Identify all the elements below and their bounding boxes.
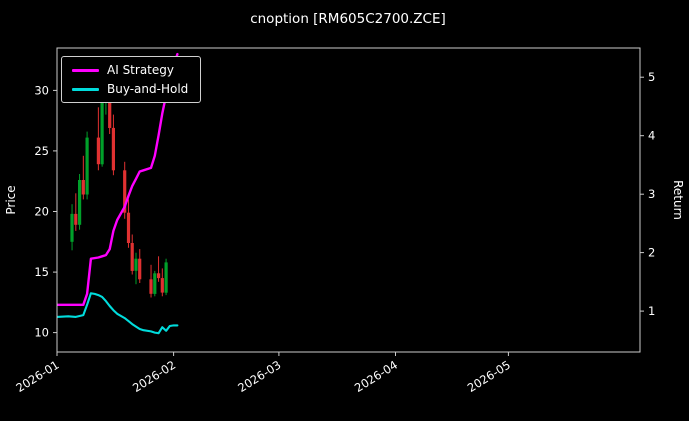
candle-body-down (130, 243, 134, 271)
y-left-tick-label: 25 (34, 144, 49, 158)
candle-body-up (78, 180, 82, 225)
candle-body-up (164, 262, 168, 293)
candle-body-up (70, 213, 74, 242)
y-left-tick-label: 10 (34, 326, 49, 340)
ai-strategy-line-swatch (72, 68, 99, 72)
chart-title: cnoption [RM605C2700.ZCE] (250, 11, 446, 27)
y-right-tick-label: 1 (648, 304, 655, 318)
candles-group (70, 71, 168, 298)
candle-body-down (157, 273, 161, 279)
y-left-tick-label: 30 (34, 83, 49, 97)
candle-body-down (111, 127, 115, 171)
x-tick-label: 2026-04 (352, 358, 400, 395)
legend-label-buy-and-hold: Buy-and-Hold (107, 82, 189, 96)
y-left-axis-label: Price (4, 185, 18, 214)
candle-body-up (153, 273, 157, 294)
candle-body-down (74, 213, 78, 225)
y-right-tick-label: 5 (648, 70, 655, 84)
x-tick-label: 2026-01 (13, 358, 61, 395)
ai-strategy-line (57, 52, 179, 306)
plot-border (56, 47, 641, 353)
y-left-tick-label: 20 (34, 205, 49, 219)
candle-body-down (81, 180, 85, 195)
x-tick-label: 2026-03 (235, 358, 283, 395)
y-left-tick-label: 15 (34, 265, 49, 279)
y-right-tick-label: 3 (648, 187, 655, 201)
y-right-axis-label: Return (671, 180, 685, 220)
buy-and-hold-line-swatch (72, 87, 99, 91)
candle-body-down (138, 258, 142, 280)
candle-body-up (85, 137, 89, 195)
y-right-tick-label: 2 (648, 246, 655, 260)
candle-body-down (149, 279, 153, 294)
legend-label-ai-strategy: AI Strategy (107, 63, 174, 77)
candle-body-down (126, 212, 131, 243)
candle-body-down (96, 137, 100, 165)
x-tick-label: 2026-05 (465, 358, 513, 395)
candle-body-down (160, 278, 164, 293)
buy-and-hold-line (57, 292, 179, 335)
candle-body-up (100, 89, 104, 165)
y-right-tick-label: 4 (648, 129, 655, 143)
x-tick-label: 2026-02 (130, 358, 178, 395)
legend-item-ai-strategy: AI Strategy (72, 64, 188, 76)
candle-body-down (123, 170, 127, 213)
legend-item-buy-and-hold: Buy-and-Hold (72, 83, 188, 95)
candle-body-up (134, 258, 138, 271)
legend: AI Strategy Buy-and-Hold (61, 56, 202, 103)
